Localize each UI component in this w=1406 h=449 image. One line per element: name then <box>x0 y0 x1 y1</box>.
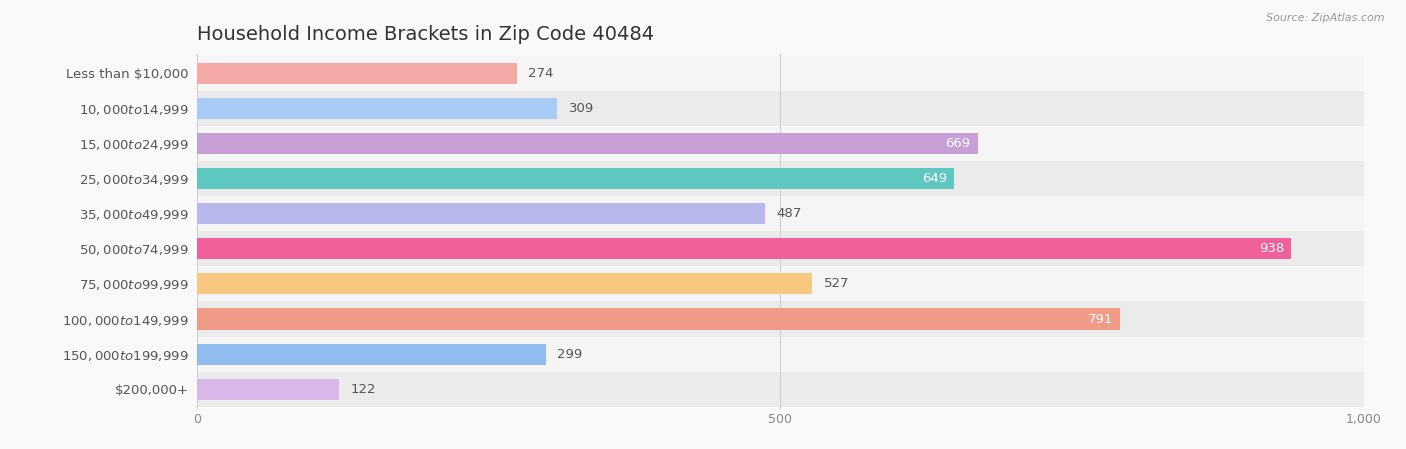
Bar <box>197 231 1364 266</box>
Bar <box>197 161 1364 196</box>
Bar <box>197 91 1364 126</box>
Text: 487: 487 <box>778 207 801 220</box>
Bar <box>197 63 516 84</box>
Text: 938: 938 <box>1260 242 1285 255</box>
Text: 274: 274 <box>529 67 554 79</box>
Bar <box>197 343 546 365</box>
Bar <box>197 196 1364 231</box>
Bar <box>197 266 1364 301</box>
Text: 649: 649 <box>922 172 948 185</box>
Bar <box>197 56 1364 91</box>
Bar <box>197 372 1364 407</box>
Bar <box>197 238 1292 260</box>
Bar <box>197 337 1364 372</box>
Bar <box>197 98 557 119</box>
Bar <box>197 308 1121 330</box>
Bar <box>197 126 1364 161</box>
Text: 299: 299 <box>557 348 582 361</box>
Text: 309: 309 <box>569 102 595 115</box>
Text: Source: ZipAtlas.com: Source: ZipAtlas.com <box>1267 13 1385 23</box>
Bar <box>197 203 765 224</box>
Bar <box>197 273 811 295</box>
Text: 669: 669 <box>945 137 970 150</box>
Bar <box>197 301 1364 337</box>
Bar <box>197 168 955 189</box>
Text: Household Income Brackets in Zip Code 40484: Household Income Brackets in Zip Code 40… <box>197 25 654 44</box>
Text: 122: 122 <box>352 383 377 396</box>
Text: 791: 791 <box>1088 313 1114 326</box>
Bar <box>197 379 339 400</box>
Text: 527: 527 <box>824 277 849 291</box>
Bar <box>197 133 977 154</box>
